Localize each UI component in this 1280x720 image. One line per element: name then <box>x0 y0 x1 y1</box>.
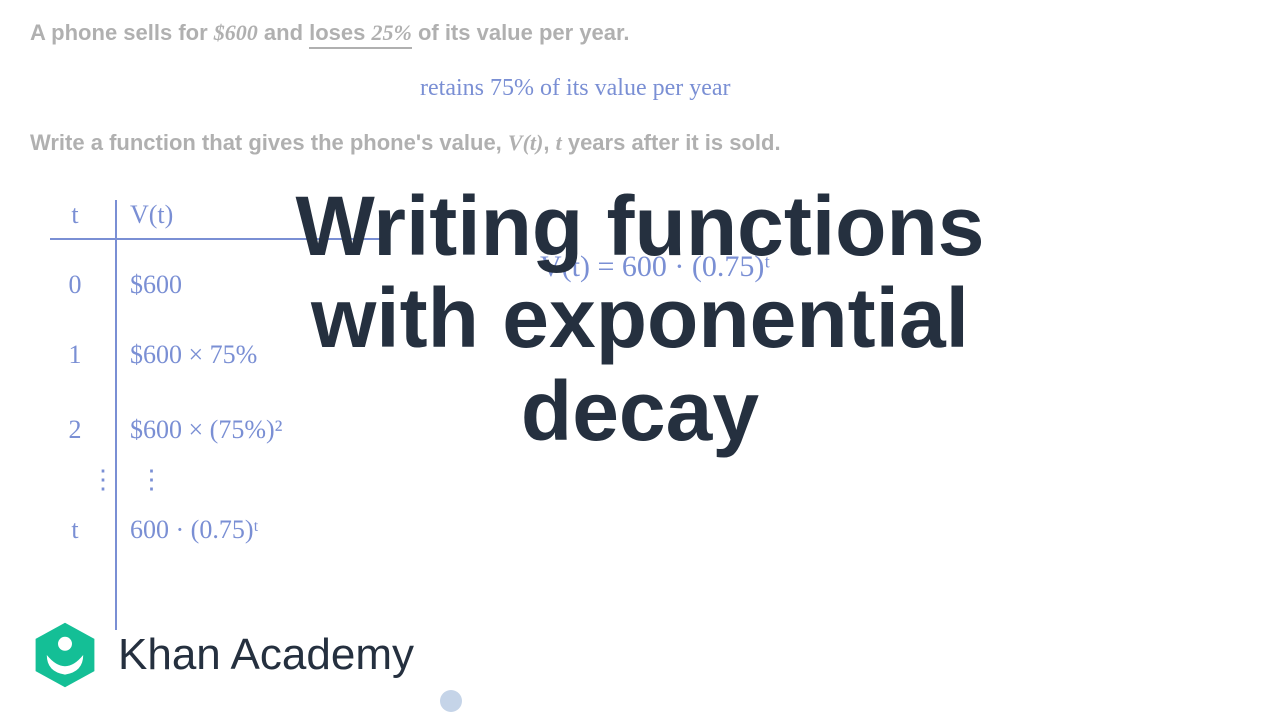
title-line-2: with exponential <box>0 272 1280 364</box>
decorative-dot <box>440 690 462 712</box>
title-line-1: Writing functions <box>0 180 1280 272</box>
table-cell-t: t <box>60 515 90 545</box>
brand-name: Khan Academy <box>118 630 414 680</box>
problem-statement: A phone sells for $600 and loses 25% of … <box>30 20 630 46</box>
problem-price: $600 <box>214 20 258 45</box>
instruction-prefix: Write a function that gives the phone's … <box>30 130 508 155</box>
instruction-vt: V(t) <box>508 130 543 155</box>
problem-mid: and <box>258 20 309 45</box>
problem-suffix: of its value per year. <box>412 20 630 45</box>
instruction-text: Write a function that gives the phone's … <box>30 130 781 156</box>
title-line-3: decay <box>0 365 1280 457</box>
problem-percent: 25% <box>372 20 412 45</box>
problem-loses: loses <box>309 20 371 45</box>
logo-hexagon-icon <box>30 620 100 690</box>
video-title: Writing functions with exponential decay <box>0 180 1280 457</box>
problem-prefix: A phone sells for <box>30 20 214 45</box>
khan-academy-logo: Khan Academy <box>30 620 414 690</box>
handwritten-annotation: retains 75% of its value per year <box>420 75 731 102</box>
table-cell-v: 600 · (0.75)ᵗ <box>130 515 330 545</box>
instruction-mid: , <box>543 130 555 155</box>
instruction-suffix: years after it is sold. <box>562 130 781 155</box>
table-dots: ⋮ ⋮ <box>90 465 173 495</box>
